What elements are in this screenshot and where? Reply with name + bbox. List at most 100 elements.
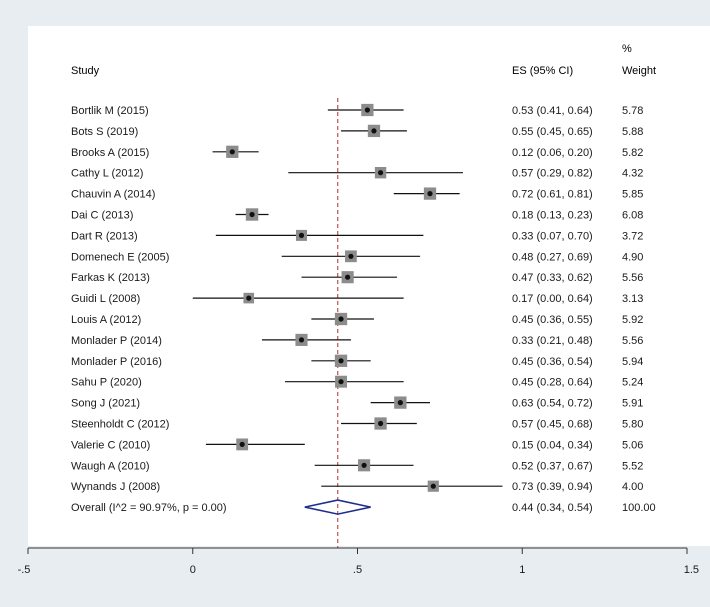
study-label: Dai C (2013) <box>71 210 133 222</box>
study-label: Steenholdt C (2012) <box>71 419 169 431</box>
effect-size-ci: 0.33 (0.07, 0.70) <box>512 230 593 242</box>
study-label: Farkas K (2013) <box>71 272 150 284</box>
study-row: Dart R (2013) 0.33 (0.07, 0.70) 3.72 <box>71 229 643 242</box>
effect-size-ci: 0.45 (0.36, 0.55) <box>512 314 593 326</box>
weight-value: 5.24 <box>622 377 643 389</box>
point-estimate <box>348 253 354 259</box>
study-rows: Bortlik M (2015) 0.53 (0.41, 0.64) 5.78 Bot… <box>71 103 643 493</box>
weight-value: 3.72 <box>622 230 643 242</box>
effect-size-ci: 0.57 (0.45, 0.68) <box>512 419 593 431</box>
weight-value: 5.78 <box>622 105 643 117</box>
effect-size-ci: 0.33 (0.21, 0.48) <box>512 335 593 347</box>
study-row: Dai C (2013) 0.18 (0.13, 0.23) 6.08 <box>71 208 643 222</box>
effect-size-ci: 0.45 (0.36, 0.54) <box>512 356 593 368</box>
study-row: Monlader P (2014) 0.33 (0.21, 0.48) 5.56 <box>71 333 643 347</box>
study-label: Waugh A (2010) <box>71 460 149 472</box>
effect-size-ci: 0.18 (0.13, 0.23) <box>512 210 593 222</box>
effect-size-ci: 0.72 (0.61, 0.81) <box>512 189 593 201</box>
study-row: Bots S (2019) 0.55 (0.45, 0.65) 5.88 <box>71 124 643 138</box>
effect-size-ci: 0.15 (0.04, 0.34) <box>512 439 593 451</box>
study-label: Dart R (2013) <box>71 230 138 242</box>
study-label: Song J (2021) <box>71 398 140 410</box>
weight-value: 4.00 <box>622 481 643 493</box>
effect-size-ci: 0.55 (0.45, 0.65) <box>512 126 593 138</box>
point-estimate <box>239 441 245 447</box>
point-estimate <box>364 107 370 113</box>
header-study: Study <box>71 65 100 77</box>
point-estimate <box>377 170 384 176</box>
weight-value: 5.56 <box>622 272 643 284</box>
study-row: Valerie C (2010) 0.15 (0.04, 0.34) 5.06 <box>71 438 643 451</box>
study-label: Wynands J (2008) <box>71 481 160 493</box>
study-row: Monlader P (2016) 0.45 (0.36, 0.54) 5.94 <box>71 354 643 368</box>
study-row: Domenech E (2005) 0.48 (0.27, 0.69) 4.90 <box>71 250 643 263</box>
study-row: Brooks A (2015) 0.12 (0.06, 0.20) 5.82 <box>71 145 643 159</box>
effect-size-ci: 0.45 (0.28, 0.64) <box>512 377 593 389</box>
column-headers: Study ES (95% CI) % Weight <box>71 43 656 77</box>
point-estimate <box>361 462 367 468</box>
weight-value: 5.82 <box>622 147 643 159</box>
study-label: Bortlik M (2015) <box>71 105 149 117</box>
study-row: Farkas K (2013) 0.47 (0.33, 0.62) 5.56 <box>71 271 643 284</box>
header-weight-percent: % <box>622 43 632 55</box>
weight-value: 5.85 <box>622 189 643 201</box>
point-estimate <box>397 400 403 406</box>
study-row: Song J (2021) 0.63 (0.54, 0.72) 5.91 <box>71 396 643 410</box>
weight-value: 5.88 <box>622 126 643 138</box>
study-row: Guidi L (2008) 0.17 (0.00, 0.64) 3.13 <box>71 292 643 305</box>
weight-value: 3.13 <box>622 293 643 305</box>
effect-size-ci: 0.73 (0.39, 0.94) <box>512 481 593 493</box>
x-axis: -.5 0 .5 1 1.5 <box>18 547 699 576</box>
point-estimate <box>377 420 384 427</box>
study-row: Waugh A (2010) 0.52 (0.37, 0.67) 5.52 <box>71 459 643 472</box>
header-es-ci: ES (95% CI) <box>512 65 573 77</box>
effect-size-ci: 0.48 (0.27, 0.69) <box>512 251 593 263</box>
weight-value: 5.80 <box>622 419 643 431</box>
point-estimate <box>298 232 305 238</box>
study-row: Louis A (2012) 0.45 (0.36, 0.55) 5.92 <box>71 312 643 326</box>
point-estimate <box>298 337 305 343</box>
effect-size-ci: 0.17 (0.00, 0.64) <box>512 293 593 305</box>
point-estimate <box>371 128 377 134</box>
point-estimate <box>345 274 351 280</box>
weight-value: 4.90 <box>622 251 643 263</box>
study-row: Bortlik M (2015) 0.53 (0.41, 0.64) 5.78 <box>71 103 643 117</box>
study-label: Brooks A (2015) <box>71 147 149 159</box>
x-tick-label: .5 <box>353 564 362 576</box>
study-label: Sahu P (2020) <box>71 377 142 389</box>
point-estimate <box>338 316 344 322</box>
study-row: Cathy L (2012) 0.57 (0.29, 0.82) 4.32 <box>71 167 643 180</box>
weight-value: 5.92 <box>622 314 643 326</box>
study-label: Guidi L (2008) <box>71 293 140 305</box>
weight-value: 5.56 <box>622 335 643 347</box>
point-estimate <box>338 379 344 385</box>
study-label: Louis A (2012) <box>71 314 141 326</box>
study-row: Chauvin A (2014) 0.72 (0.61, 0.81) 5.85 <box>71 187 643 201</box>
study-label: Monlader P (2016) <box>71 356 162 368</box>
weight-value: 5.06 <box>622 439 643 451</box>
study-label: Monlader P (2014) <box>71 335 162 347</box>
study-label: Valerie C (2010) <box>71 439 150 451</box>
study-row: Wynands J (2008) 0.73 (0.39, 0.94) 4.00 <box>71 480 643 493</box>
point-estimate <box>229 149 235 155</box>
point-estimate <box>430 483 436 489</box>
header-weight: Weight <box>622 65 656 77</box>
study-label: Cathy L (2012) <box>71 168 143 180</box>
point-estimate <box>338 358 344 364</box>
weight-value: 6.08 <box>622 210 643 222</box>
study-row: Steenholdt C (2012) 0.57 (0.45, 0.68) 5.80 <box>71 417 643 431</box>
x-tick-label: -.5 <box>18 564 31 576</box>
study-label: Chauvin A (2014) <box>71 189 155 201</box>
point-estimate <box>427 191 433 197</box>
effect-size-ci: 0.53 (0.41, 0.64) <box>512 105 593 117</box>
weight-value: 5.94 <box>622 356 643 368</box>
study-row: Sahu P (2020) 0.45 (0.28, 0.64) 5.24 <box>71 375 643 389</box>
weight-value: 5.91 <box>622 398 643 410</box>
overall-effect-size-ci: 0.44 (0.34, 0.54) <box>512 502 593 514</box>
overall-label: Overall (I^2 = 90.97%, p = 0.00) <box>71 502 227 514</box>
overall-diamond <box>304 499 371 515</box>
weight-value: 5.52 <box>622 460 643 472</box>
weight-value: 4.32 <box>622 168 643 180</box>
x-tick-label: 1 <box>519 564 525 576</box>
